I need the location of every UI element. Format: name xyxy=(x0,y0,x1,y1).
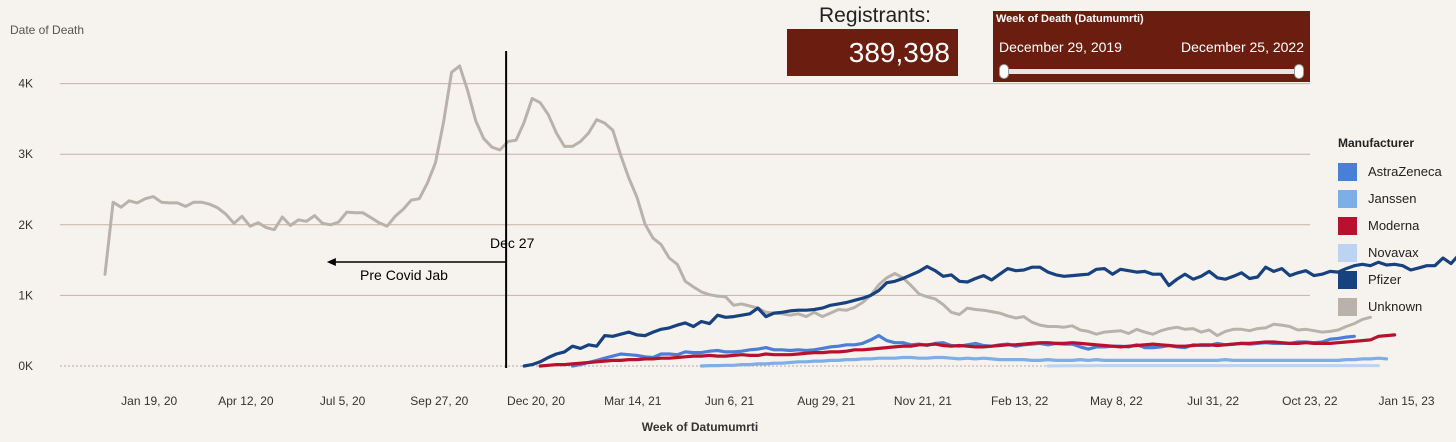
date-slider-track[interactable] xyxy=(1003,69,1300,74)
legend-item-moderna[interactable]: Moderna xyxy=(1338,212,1454,239)
x-tick-label: Jan 15, 23 xyxy=(1379,394,1435,408)
legend: Manufacturer AstraZeneca Janssen Moderna No… xyxy=(1338,136,1454,320)
legend-item-astrazeneca[interactable]: AstraZeneca xyxy=(1338,158,1454,185)
y-tick-label: 0K xyxy=(18,359,33,373)
legend-swatch xyxy=(1338,216,1357,235)
legend-item-novavax[interactable]: Novavax xyxy=(1338,239,1454,266)
legend-label: Janssen xyxy=(1368,191,1417,206)
x-tick-label: Mar 14, 21 xyxy=(604,394,662,408)
x-tick-label: Aug 29, 21 xyxy=(797,394,855,408)
x-tick-label: Apr 12, 20 xyxy=(218,394,274,408)
legend-label: Unknown xyxy=(1368,299,1423,314)
legend-label: Novavax xyxy=(1368,245,1419,260)
y-axis-ticks: 0K 1K 2K 3K 4K xyxy=(18,77,33,373)
x-axis-ticks: Jan 19, 20 Apr 12, 20 Jul 5, 20 Sep 27, 20 D… xyxy=(121,394,1435,408)
legend-swatch xyxy=(1338,297,1357,316)
registrants-value: 389,398 xyxy=(787,29,958,76)
series-line-moderna xyxy=(538,333,1397,368)
filter-title: Week of Death (Datumumrti) xyxy=(996,13,1144,25)
registrants-label: Registrants: xyxy=(818,4,932,27)
x-tick-label: Jan 19, 20 xyxy=(121,394,177,408)
x-tick-label: Oct 23, 22 xyxy=(1282,394,1338,408)
legend-item-janssen[interactable]: Janssen xyxy=(1338,185,1454,212)
x-tick-label: May 8, 22 xyxy=(1090,394,1143,408)
x-tick-label: Jun 6, 21 xyxy=(705,394,755,408)
x-axis-title: Week of Datumumrti xyxy=(642,420,758,434)
x-tick-label: Dec 20, 20 xyxy=(507,394,565,408)
legend-swatch xyxy=(1338,162,1357,181)
legend-label: Pfizer xyxy=(1368,272,1402,287)
y-tick-label: 4K xyxy=(18,77,33,91)
date-range-filter: Week of Death (Datumumrti) December 29, … xyxy=(993,11,1310,82)
series-lines xyxy=(103,64,1456,368)
arrow-head-icon xyxy=(326,258,336,266)
arrow-label: Pre Covid Jab xyxy=(360,267,448,283)
legend-label: AstraZeneca xyxy=(1368,164,1442,179)
y-tick-label: 1K xyxy=(18,288,33,302)
slider-start-handle[interactable] xyxy=(999,64,1009,79)
y-tick-label: 3K xyxy=(18,147,33,161)
x-tick-label: Feb 13, 22 xyxy=(991,394,1049,408)
filter-end-date: December 25, 2022 xyxy=(1181,39,1304,55)
slider-end-handle[interactable] xyxy=(1294,64,1304,79)
x-tick-label: Jul 31, 22 xyxy=(1187,394,1239,408)
legend-title: Manufacturer xyxy=(1338,136,1415,150)
legend-swatch xyxy=(1338,270,1357,289)
legend-label: Moderna xyxy=(1368,218,1420,233)
filter-start-date: December 29, 2019 xyxy=(999,39,1122,55)
legend-item-pfizer[interactable]: Pfizer xyxy=(1338,266,1454,293)
series-line-pfizer xyxy=(522,255,1456,368)
y-tick-label: 2K xyxy=(18,218,33,232)
series-line-janssen xyxy=(699,355,1389,368)
legend-swatch xyxy=(1338,189,1357,208)
x-tick-label: Sep 27, 20 xyxy=(410,394,468,408)
x-tick-label: Jul 5, 20 xyxy=(320,394,366,408)
y-axis-title: Date of Death xyxy=(10,23,84,37)
legend-swatch xyxy=(1338,243,1357,262)
x-tick-label: Nov 21, 21 xyxy=(894,394,952,408)
series-line-unknown xyxy=(103,64,1372,338)
vline-label: Dec 27 xyxy=(490,235,535,251)
legend-item-unknown[interactable]: Unknown xyxy=(1338,293,1454,320)
